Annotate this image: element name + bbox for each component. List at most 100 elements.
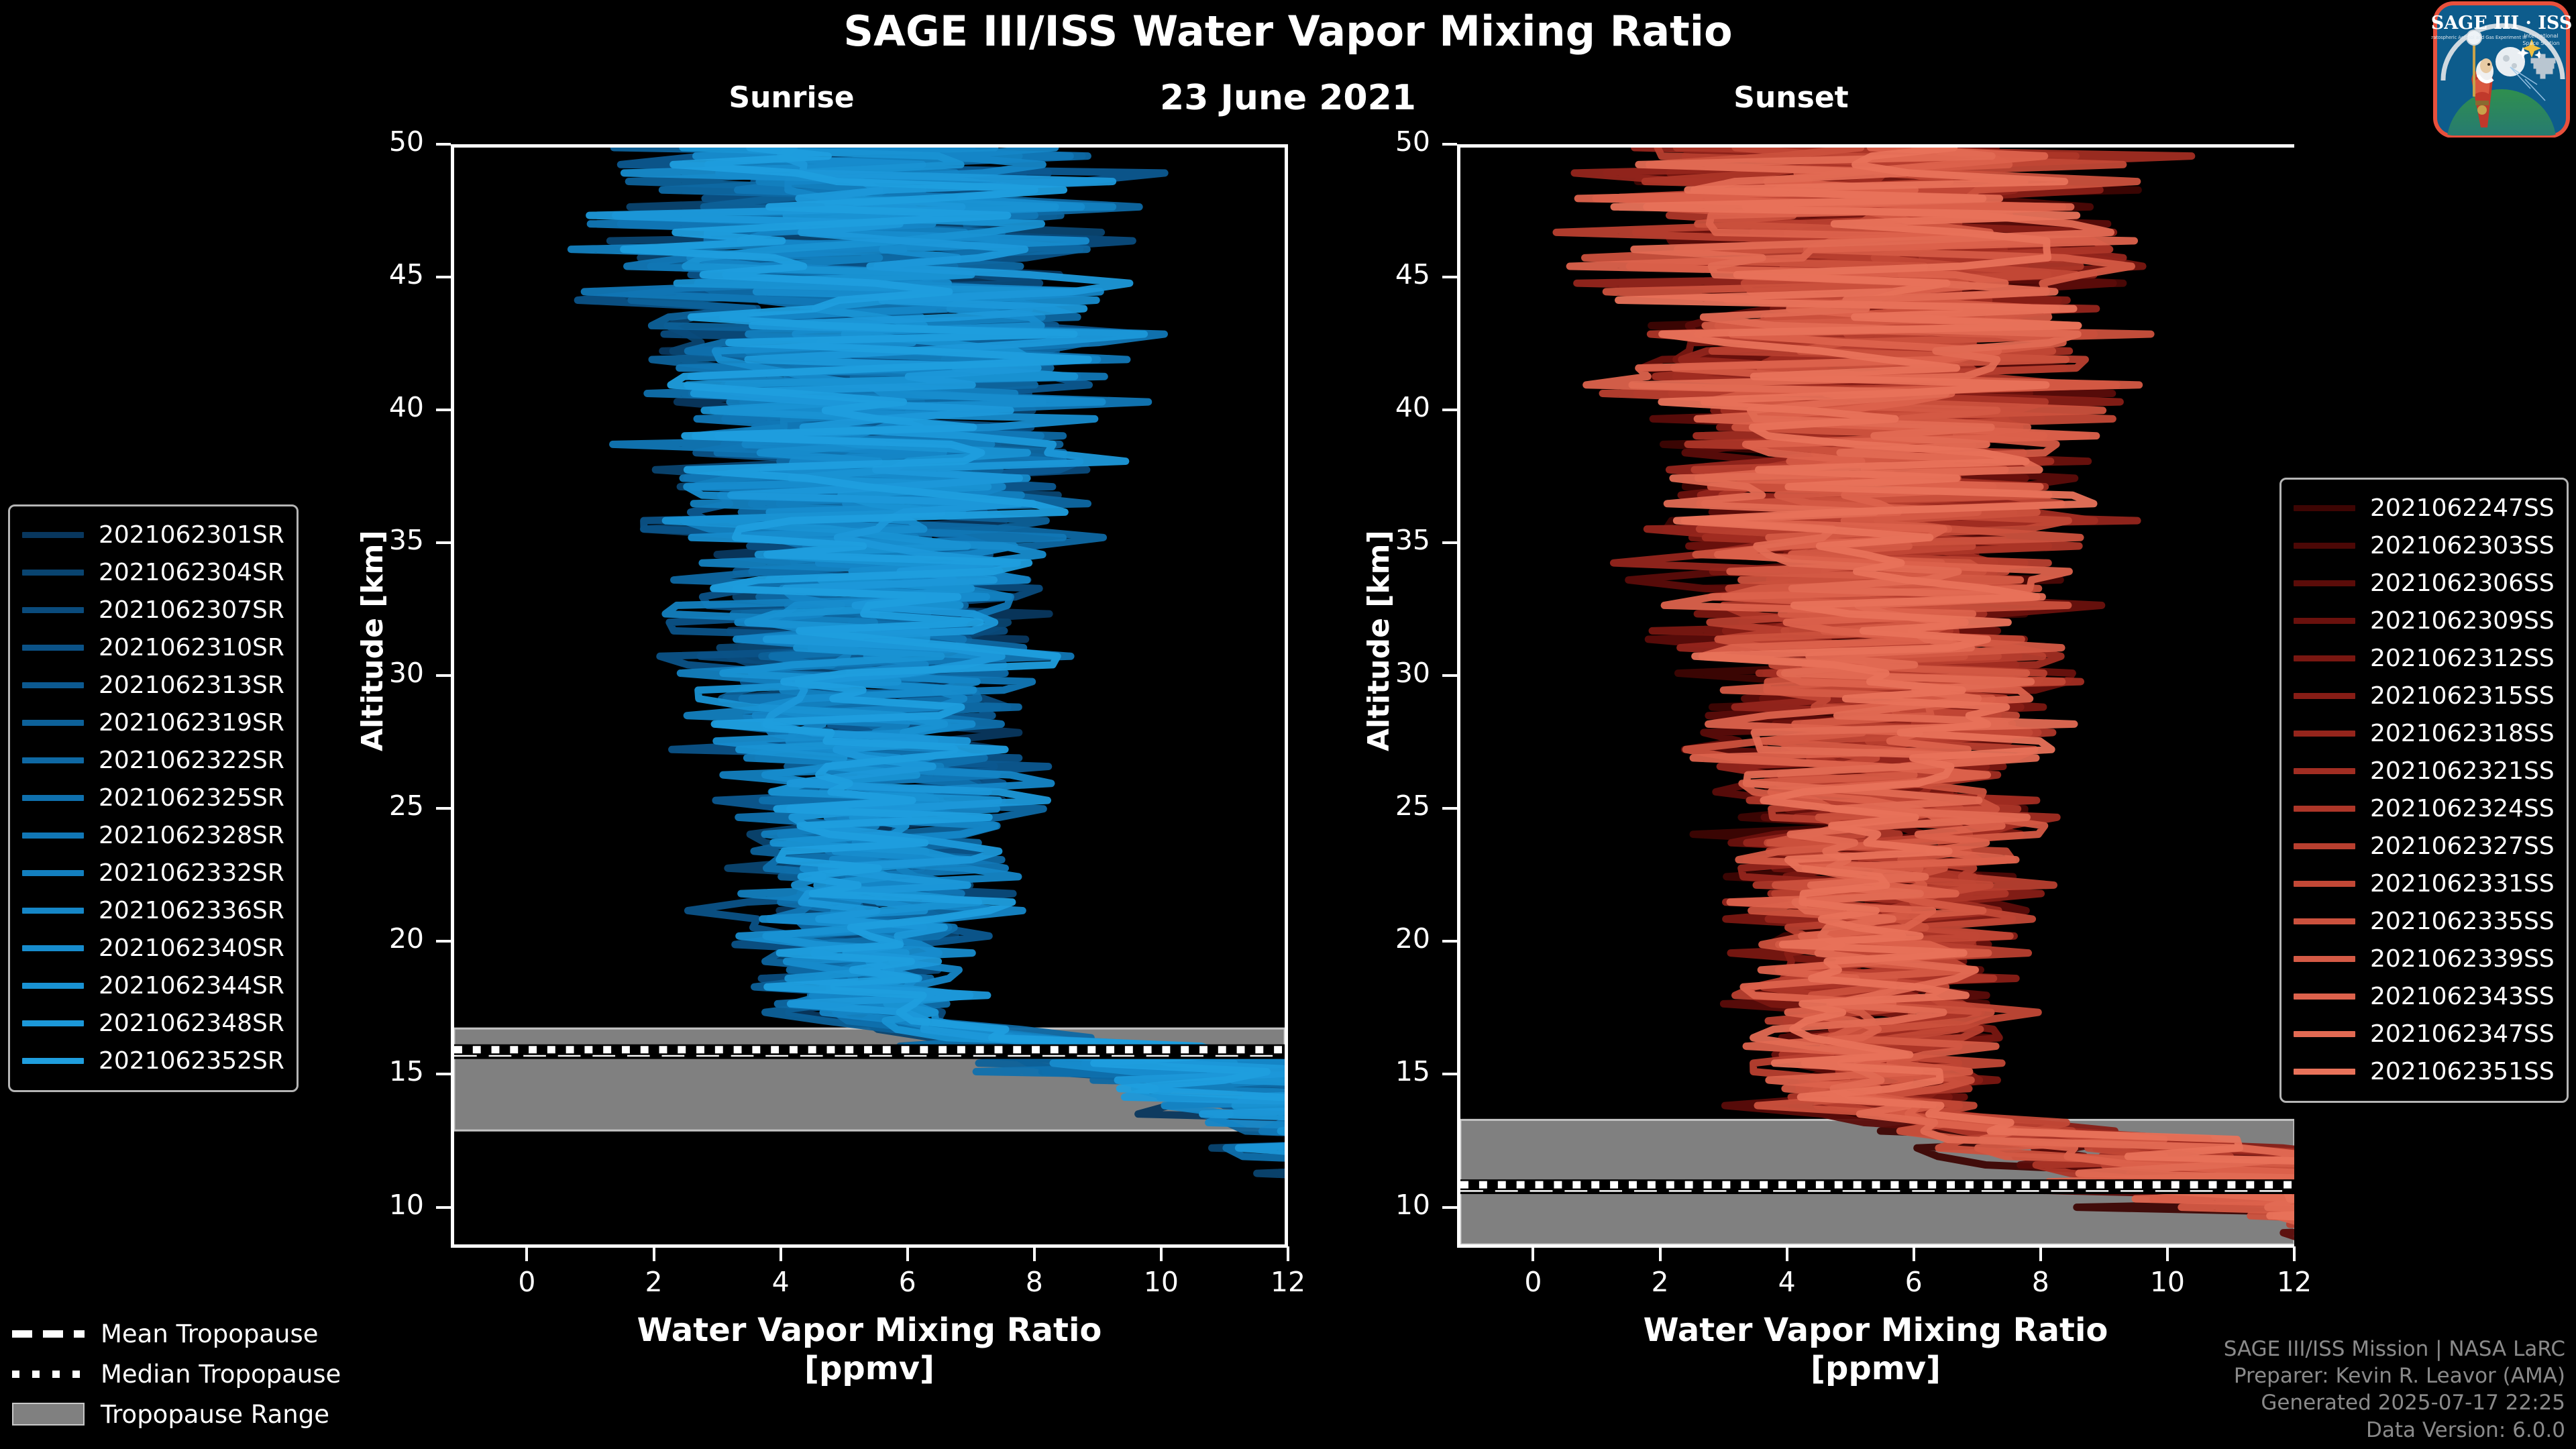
legend-color-swatch [22,869,84,876]
sunset-y-tick-label: 20 [1395,922,1430,955]
legend-item-label: 2021062344SR [99,971,284,1000]
legend-item-label: 2021062331SS [2370,869,2555,898]
legend-color-swatch [2294,767,2355,774]
legend-item[interactable]: 2021062340SR [22,929,284,967]
legend-color-swatch [22,606,84,613]
legend-color-swatch [2294,1068,2355,1075]
sunset-y-tick-label: 25 [1395,790,1430,822]
sunrise-y-axis-label: Altitude [km] [356,530,390,751]
sunrise-x-tick [779,1246,782,1261]
sunset-y-tick [1442,409,1457,412]
sunset-y-tick [1442,541,1457,545]
legend-item[interactable]: 2021062318SS [2294,714,2555,752]
legend-color-swatch [2294,617,2355,624]
tropopause-legend-mean-row: Mean Tropopause [12,1313,341,1354]
sunrise-x-axis-label-line1: Water Vapor Mixing Ratio [637,1311,1102,1349]
legend-color-swatch [2294,730,2355,737]
legend-item[interactable]: 2021062339SS [2294,940,2555,977]
legend-color-swatch [2294,655,2355,661]
legend-color-swatch [22,1057,84,1064]
legend-item-label: 2021062318SS [2370,719,2555,747]
sunset-y-tick [1442,1205,1457,1209]
patch-subtitle-left: Stratospheric Aerosol and Gas Experiment… [2431,35,2526,40]
legend-item[interactable]: 2021062328SR [22,816,284,854]
sunrise-profile-lines [454,148,1285,1179]
legend-item-label: 2021062336SR [99,896,284,924]
legend-item[interactable]: 2021062312SS [2294,639,2555,677]
legend-color-swatch [2294,580,2355,586]
sunset-x-tick [2039,1246,2042,1261]
sunrise-y-tick [436,541,451,545]
sunrise-y-tick [436,940,451,943]
legend-item[interactable]: 2021062315SS [2294,677,2555,714]
legend-item[interactable]: 2021062319SR [22,704,284,741]
sunset-plot-panel [1457,144,2294,1248]
legend-item[interactable]: 2021062348SR [22,1004,284,1042]
legend-item[interactable]: 2021062307SR [22,591,284,629]
legend-item-label: 2021062319SR [99,708,284,737]
legend-item[interactable]: 2021062344SR [22,967,284,1004]
legend-item[interactable]: 2021062343SS [2294,977,2555,1015]
sunrise-x-tick-label: 0 [518,1266,536,1298]
legend-color-swatch [22,757,84,763]
legend-item[interactable]: 2021062324SS [2294,790,2555,827]
legend-color-swatch [2294,993,2355,1000]
legend-item[interactable]: 2021062352SR [22,1042,284,1079]
legend-color-swatch [22,1020,84,1026]
sunset-y-axis-label: Altitude [km] [1362,530,1396,751]
legend-item-label: 2021062339SS [2370,945,2555,973]
legend-color-swatch [2294,504,2355,511]
legend-item[interactable]: 2021062325SR [22,779,284,816]
legend-item[interactable]: 2021062332SR [22,854,284,892]
legend-color-swatch [22,644,84,651]
sunrise-x-axis-label: Water Vapor Mixing Ratio [ppmv] [451,1311,1288,1387]
legend-item-label: 2021062303SS [2370,531,2555,559]
legend-item-label: 2021062351SS [2370,1057,2555,1085]
sunrise-x-tick-label: 4 [771,1266,790,1298]
legend-item[interactable]: 2021062322SR [22,741,284,779]
legend-item[interactable]: 2021062309SS [2294,602,2555,639]
legend-color-swatch [2294,880,2355,887]
legend-item[interactable]: 2021062301SR [22,516,284,553]
legend-item[interactable]: 2021062313SR [22,666,284,704]
legend-item[interactable]: 2021062321SS [2294,752,2555,790]
sunrise-legend: 2021062301SR 2021062304SR 2021062307SR 2021… [8,504,299,1092]
legend-color-swatch [22,682,84,688]
legend-item-label: 2021062327SS [2370,832,2555,860]
legend-item-label: 2021062332SR [99,859,284,887]
sunrise-y-tick [436,1205,451,1209]
legend-item[interactable]: 2021062327SS [2294,827,2555,865]
legend-item-label: 2021062322SR [99,746,284,774]
legend-item[interactable]: 2021062335SS [2294,902,2555,940]
legend-item[interactable]: 2021062347SS [2294,1015,2555,1053]
tropopause-legend: Mean Tropopause Median Tropopause Tropop… [12,1313,341,1434]
legend-item-label: 2021062343SS [2370,982,2555,1010]
sunrise-y-tick [436,409,451,412]
tropopause-legend-median-row: Median Tropopause [12,1354,341,1394]
legend-item[interactable]: 2021062247SS [2294,489,2555,527]
legend-item[interactable]: 2021062331SS [2294,865,2555,902]
legend-item[interactable]: 2021062306SS [2294,564,2555,602]
sunrise-x-tick-label: 10 [1143,1266,1179,1298]
sunrise-y-tick-label: 45 [388,258,424,291]
credits-line-preparer: Preparer: Kevin R. Leavor (AMA) [2233,1364,2565,1389]
legend-item[interactable]: 2021062303SS [2294,527,2555,564]
legend-item-label: 2021062328SR [99,821,284,849]
sunset-x-tick-label: 10 [2149,1266,2185,1298]
credits-line-generated: Generated 2025-07-17 22:25 [2261,1391,2565,1415]
sunrise-x-tick-label: 2 [645,1266,663,1298]
sunrise-y-tick [436,807,451,810]
legend-item[interactable]: 2021062336SR [22,892,284,929]
tropopause-legend-range-row: Tropopause Range [12,1394,341,1434]
date-title: 23 June 2021 [1160,78,1416,118]
sunrise-x-tick-label: 6 [898,1266,916,1298]
sunrise-y-tick [436,1073,451,1076]
credits-line-mission: SAGE III/ISS Mission | NASA LaRC [2223,1336,2565,1361]
legend-item[interactable]: 2021062304SR [22,553,284,591]
sunset-x-axis-label-line2: [ppmv] [1811,1349,1941,1387]
legend-item[interactable]: 2021062310SR [22,629,284,666]
legend-item[interactable]: 2021062351SS [2294,1053,2555,1090]
legend-item-label: 2021062247SS [2370,494,2555,522]
sunset-x-axis-spine [1457,1244,2294,1248]
sunset-y-tick [1442,1073,1457,1076]
